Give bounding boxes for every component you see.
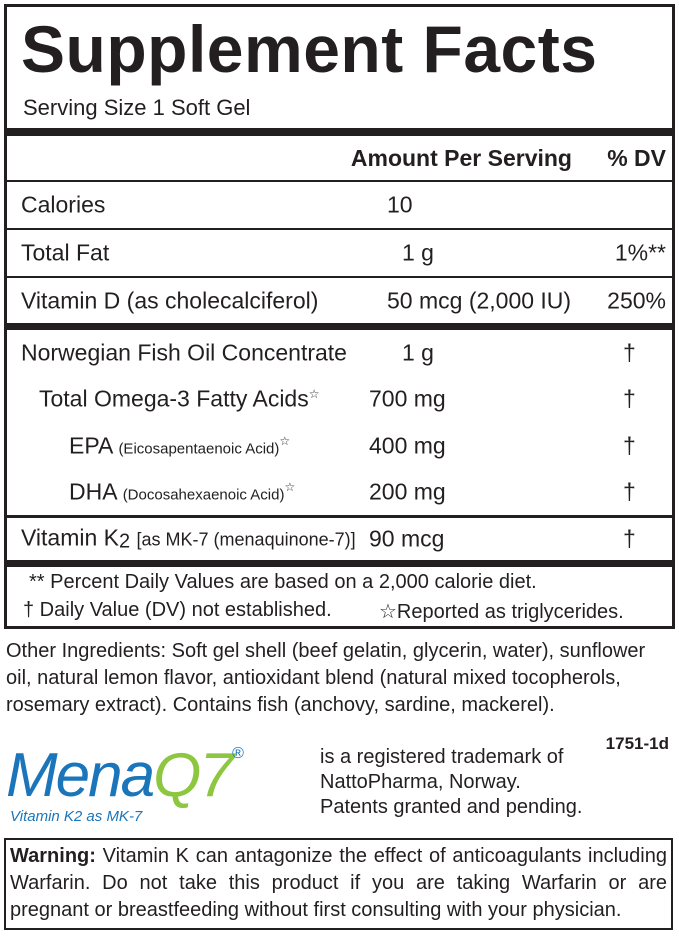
detail: (Docosahexaenoic Acid) [122,486,285,504]
daily-value: † [623,432,636,458]
footnote: † Daily Value (DV) not established. [23,599,332,621]
star: ☆ [279,433,291,448]
row: Calories 10 [7,182,672,228]
detail: [as MK-7 (menaquinone-7)] [136,529,356,550]
name: Vitamin K [21,524,120,551]
nutrient-name: DHA (Docosahexaenoic Acid)☆ [69,479,295,506]
name: DHA [69,478,117,505]
rule [7,515,672,518]
amount: 10 [387,191,413,218]
trademark-line: NattoPharma, Norway. [320,771,521,793]
nutrient-name: Total Omega-3 Fatty Acids☆ [39,386,320,413]
facts-panel: Supplement Facts Serving Size 1 Soft Gel… [4,4,675,629]
thick-rule [7,128,672,136]
logo-q7: Q7 [153,741,234,810]
subscript: 2 [119,530,131,553]
amount: 400 mg [369,432,446,458]
logo-tagline: Vitamin K2 as MK-7 [10,808,143,825]
name: Total Fat [21,239,110,266]
warning-text: Vitamin K can antagonize the effect of a… [10,845,667,921]
daily-value: † [623,385,636,412]
trademark: is a registered trademark of NattoPharma… [320,745,582,820]
rule [7,276,672,278]
rule [7,323,672,330]
trademark-line: is a registered trademark of [320,746,564,768]
logo-mena: Mena [6,741,155,810]
row: Norwegian Fish Oil Concentrate 1 g † [7,330,672,376]
trademark-line: Patents granted and pending. [320,796,583,818]
nutrient-name: EPA (Eicosapentaenoic Acid)☆ [69,432,290,459]
serving-size: Serving Size 1 Soft Gel [23,95,251,120]
daily-value: 1%** [614,239,666,266]
daily-value: † [623,525,636,552]
amount: 200 mg [369,478,446,505]
footnote: ☆Reported as triglycerides. [379,601,624,623]
warning-label: Warning: [10,845,96,867]
rule [7,560,672,567]
star: ☆ [284,479,296,494]
logo-reg: ® [231,745,244,762]
name: EPA [69,432,113,458]
title: Supplement Facts [21,12,598,86]
row: Total Fat 1 g 1%** [7,230,672,276]
other-ingredients: Other Ingredients: Soft gel shell (beef … [6,640,646,716]
daily-value: † [623,478,636,505]
row: Total Omega-3 Fatty Acids☆ 700 mg † [7,376,672,422]
amount: 700 mg [369,385,446,412]
row: Vitamin D (as cholecalciferol) 50 mcg (2,… [7,278,672,323]
amount: 50 mcg (2,000 IU) [387,287,572,313]
amount-header: Amount Per Serving [350,145,572,171]
star: ☆ [308,386,320,401]
name: Vitamin D (as cholecalciferol) [21,287,319,313]
nutrient-name: Vitamin D (as cholecalciferol) [21,287,318,314]
nutrient-name: Total Fat [21,240,109,267]
row: DHA (Docosahexaenoic Acid)☆ 200 mg † [7,469,672,515]
daily-value: 250% [607,287,666,313]
nutrient-name: Vitamin K2 [as MK-7 (menaquinone-7)] [21,525,356,554]
code: 1751-1d [605,734,669,753]
footnote: ** Percent Daily Values are based on a 2… [29,571,537,593]
amount: 90 mcg [369,525,445,552]
daily-value: † [623,339,636,366]
amount: 1 g [402,339,434,366]
nutrient-name: Norwegian Fish Oil Concentrate [21,340,347,367]
rule [7,228,672,230]
amount: 1 g [402,239,434,266]
warning-box: Warning: Vitamin K can antagonize the ef… [4,838,673,930]
rule [7,180,672,182]
name: Norwegian Fish Oil Concentrate [21,339,347,366]
name: Total Omega-3 Fatty Acids [39,385,309,412]
nutrient-name: Calories [21,192,105,219]
row: EPA (Eicosapentaenoic Acid)☆ 400 mg † [7,422,672,469]
detail: (Eicosapentaenoic Acid) [118,440,280,457]
name: Calories [21,191,106,218]
dv-header: % DV [607,145,666,171]
logo: MenaQ7® [6,740,244,811]
row: Vitamin K2 [as MK-7 (menaquinone-7)] 90 m… [7,518,672,560]
